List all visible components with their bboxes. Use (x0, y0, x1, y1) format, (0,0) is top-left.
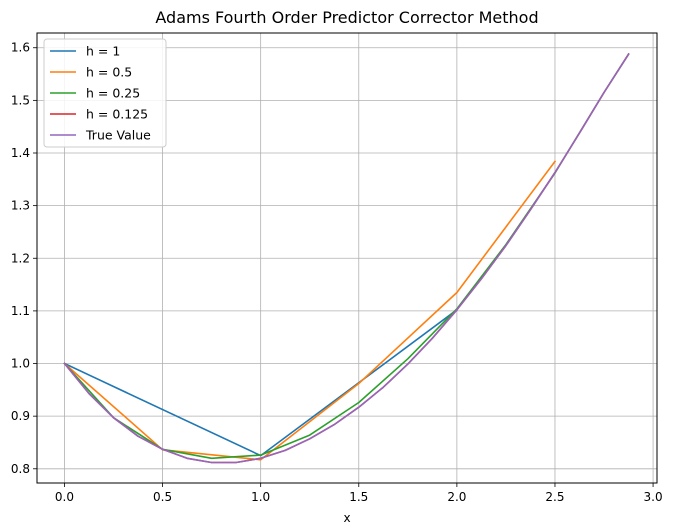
legend-label-1: h = 0.5 (86, 65, 132, 80)
y-tick-label: 1.3 (11, 199, 30, 213)
x-tick-label: 0.5 (153, 490, 172, 504)
grid (37, 33, 657, 483)
chart-title: Adams Fourth Order Predictor Corrector M… (155, 8, 538, 27)
y-tick-label: 1.0 (11, 357, 30, 371)
y-tick-label: 0.9 (11, 409, 30, 423)
legend-label-0: h = 1 (86, 44, 120, 59)
x-tick-label: 3.0 (644, 490, 663, 504)
series-line-4 (63, 52, 630, 464)
x-tick-label: 1.0 (251, 490, 270, 504)
y-tick-label: 0.8 (11, 462, 30, 476)
x-axis: 0.0 0.5 1.0 1.5 2.0 2.5 3.0 (55, 483, 663, 504)
legend-label-2: h = 0.25 (86, 86, 140, 101)
x-tick-label: 2.0 (447, 490, 466, 504)
y-tick-label: 1.4 (11, 146, 30, 160)
legend-label-4: True Value (85, 128, 151, 143)
series-layer (63, 52, 630, 464)
x-tick-label: 0.0 (55, 490, 74, 504)
y-tick-label: 1.1 (11, 304, 30, 318)
x-tick-label: 2.5 (545, 490, 564, 504)
x-axis-label: x (343, 511, 350, 525)
y-tick-label: 1.5 (11, 93, 30, 107)
legend-label-3: h = 0.125 (86, 107, 148, 122)
y-axis: 0.8 0.9 1.0 1.1 1.2 1.3 1.4 1.5 1.6 (11, 41, 37, 476)
x-tick-label: 1.5 (349, 490, 368, 504)
y-tick-label: 1.2 (11, 251, 30, 265)
legend: h = 1 h = 0.5 h = 0.25 h = 0.125 True Value (43, 38, 167, 148)
series-line-1 (63, 160, 557, 461)
y-tick-label: 1.6 (11, 41, 30, 55)
legend-frame (43, 38, 167, 148)
